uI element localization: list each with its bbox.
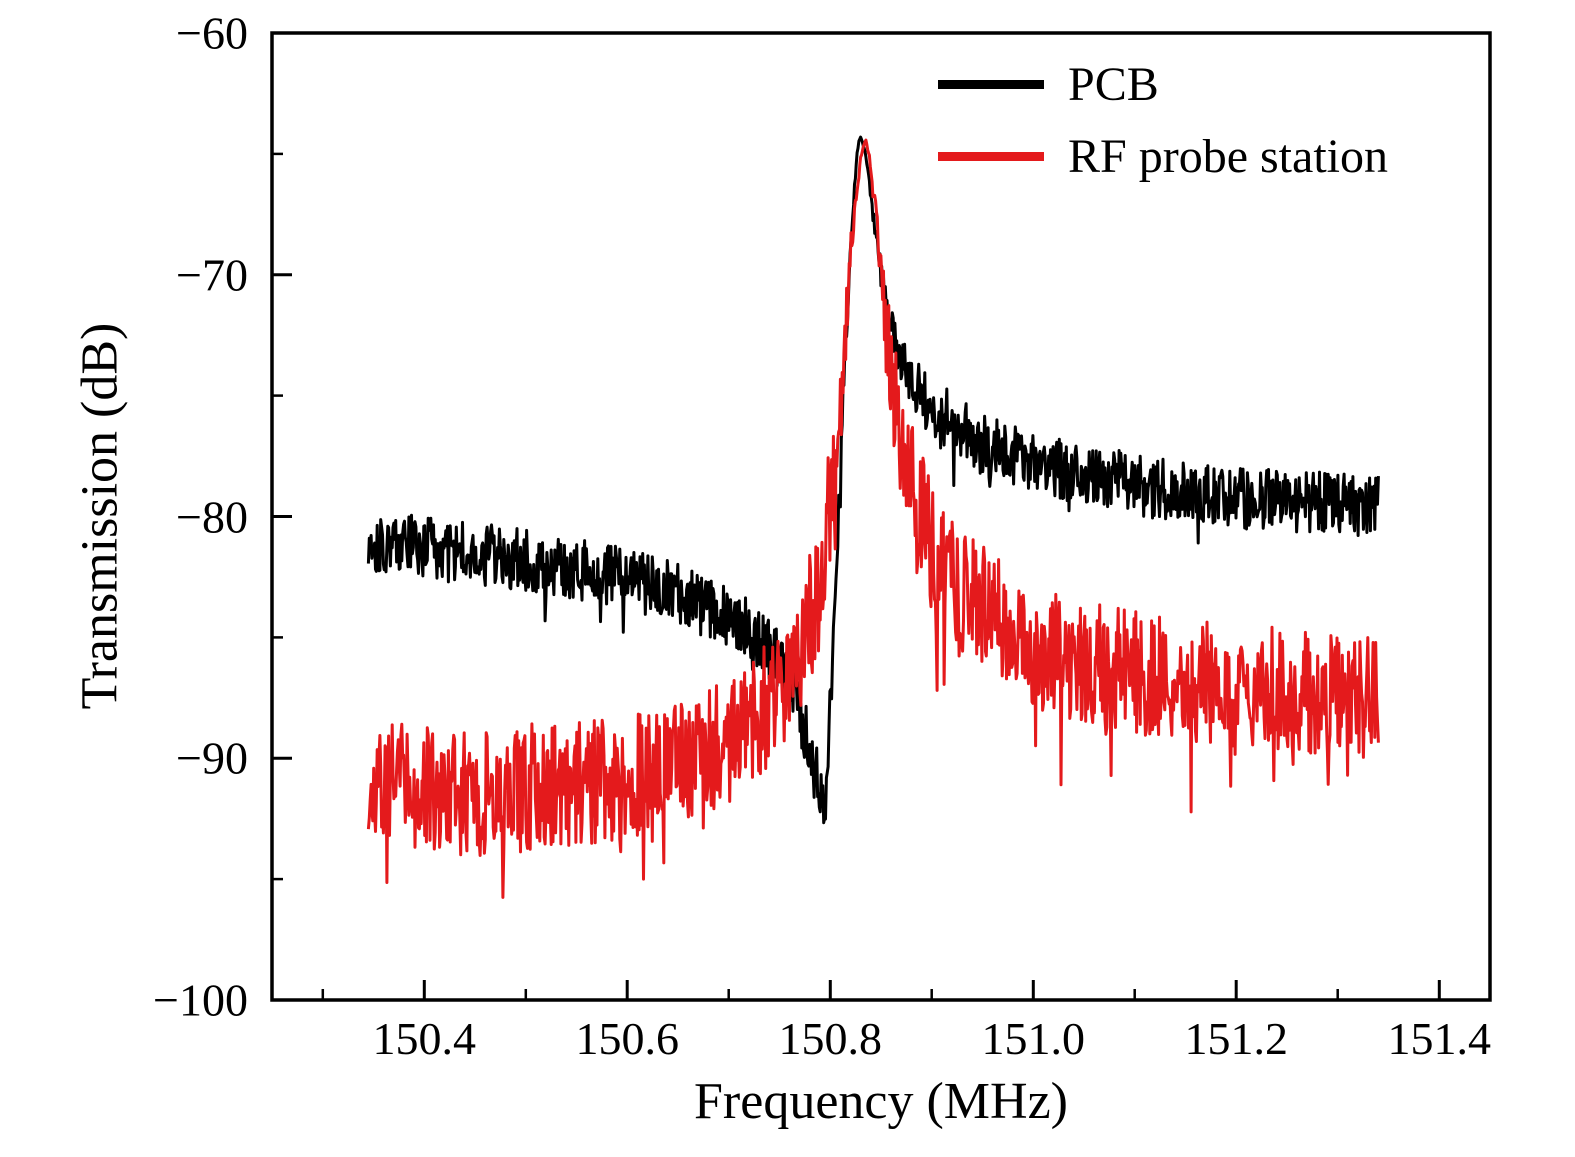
legend: PCB RF probe station (938, 48, 1388, 192)
legend-item-pcb: PCB (938, 48, 1388, 120)
trace-pcb (366, 135, 1380, 825)
trace-rf-probe-station (366, 138, 1380, 899)
legend-label-rf-probe-station: RF probe station (1068, 129, 1388, 183)
legend-line-rf-probe-station (938, 151, 1044, 161)
legend-line-pcb (938, 79, 1044, 89)
plot-frame (270, 31, 1492, 1002)
x-axis-label: Frequency (MHz) (694, 1073, 1068, 1130)
legend-label-pcb: PCB (1068, 57, 1159, 111)
legend-item-rf-probe-station: RF probe station (938, 120, 1388, 192)
y-axis-label: Transmission (dB) (71, 322, 129, 710)
